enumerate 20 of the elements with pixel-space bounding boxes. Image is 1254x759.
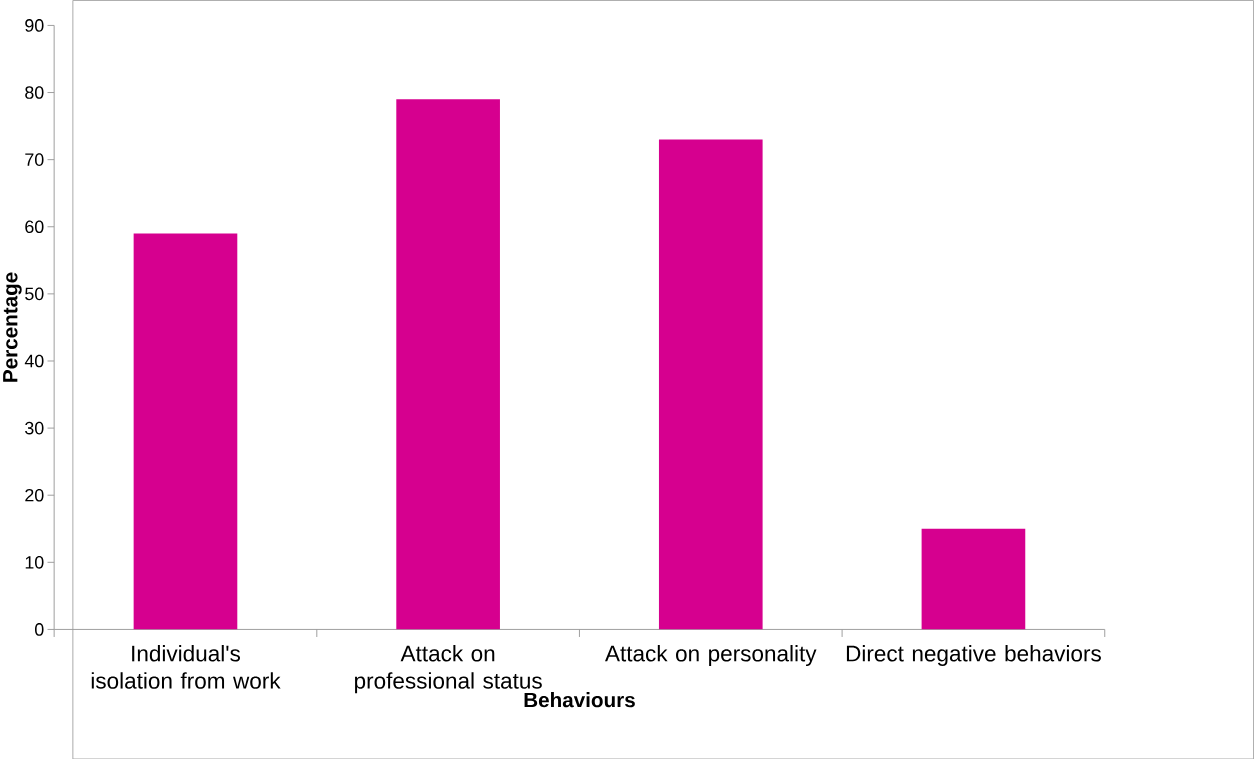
x-tick-label: Attack on professional status: [355, 644, 542, 693]
x-tick-label: Individual's isolation from work: [91, 644, 281, 689]
y-axis-title: Percentage: [3, 272, 22, 382]
bar: [396, 99, 500, 630]
x-axis-title: Behaviours: [524, 691, 635, 708]
y-tick-label: 80: [25, 85, 44, 99]
y-tick-label: 30: [25, 421, 44, 435]
y-tick-label: 40: [24, 354, 44, 368]
x-tick-label: Direct negative behaviors: [846, 644, 1101, 666]
y-tick-label: 60: [25, 220, 44, 233]
y-tick-label: 90: [25, 18, 44, 32]
y-tick-label: 0: [35, 622, 44, 636]
bar: [133, 233, 238, 630]
y-tick-label: 10: [25, 555, 44, 569]
bar: [658, 139, 763, 630]
y-tick-label: 70: [25, 153, 44, 166]
y-tick-label: 50: [25, 287, 44, 300]
x-tick-label: Attack on personality: [605, 644, 817, 666]
y-tick-label: 20: [25, 488, 44, 502]
bar: [921, 528, 1026, 630]
